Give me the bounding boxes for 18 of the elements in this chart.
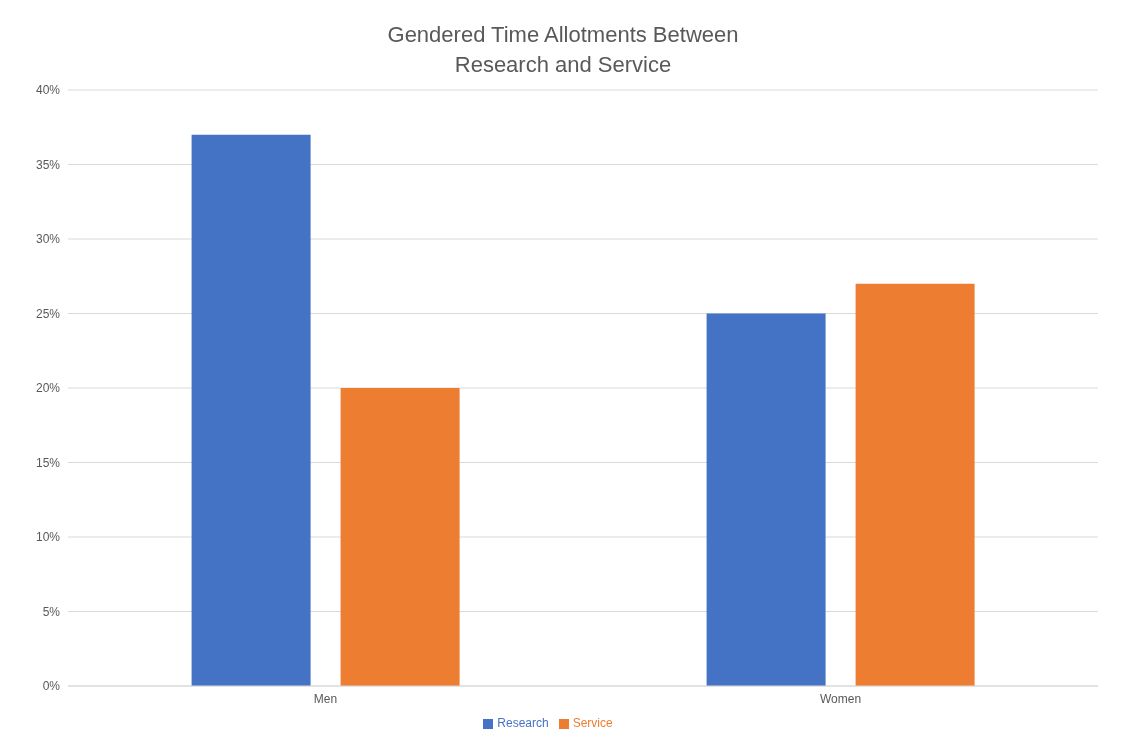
y-tick-label: 20% xyxy=(35,381,61,396)
y-tick-label: 0% xyxy=(42,679,61,694)
x-tick-label: Women xyxy=(819,691,862,706)
y-tick-label: 35% xyxy=(35,157,61,172)
bar xyxy=(191,134,311,686)
y-tick-label: 40% xyxy=(35,83,61,98)
y-tick-label: 30% xyxy=(35,232,61,247)
x-tick-label: Men xyxy=(313,691,338,706)
y-tick-label: 25% xyxy=(35,306,61,321)
y-tick-label: 15% xyxy=(35,455,61,470)
y-tick-label: 5% xyxy=(42,604,61,619)
bar xyxy=(340,388,460,686)
y-tick-label: 10% xyxy=(35,530,61,545)
legend-label: Research xyxy=(497,716,549,730)
bar xyxy=(706,313,826,686)
bar xyxy=(855,283,975,686)
chart-title: Gendered Time Allotments Between Research and Service xyxy=(386,21,740,79)
legend-label: Service xyxy=(572,716,613,730)
